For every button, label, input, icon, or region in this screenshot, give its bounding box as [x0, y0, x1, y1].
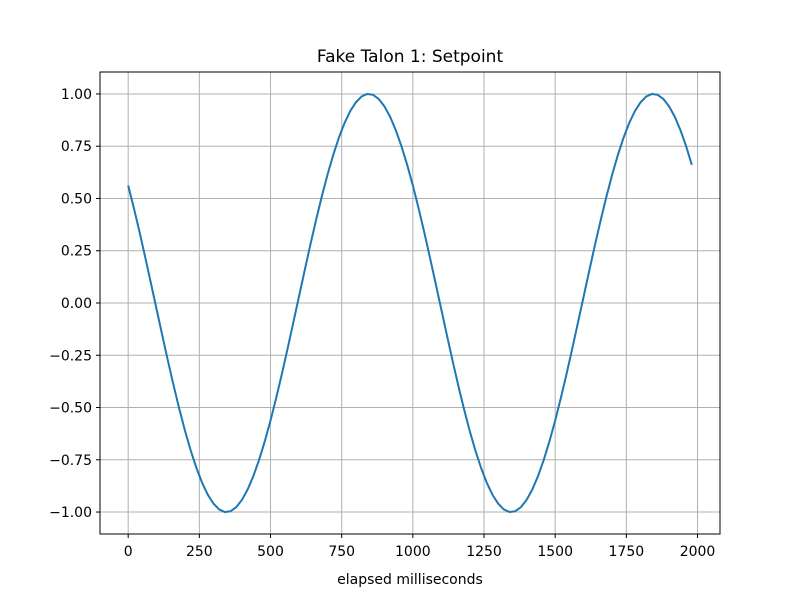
x-tick-label: 1000 [395, 544, 431, 560]
y-tick-label: −0.50 [49, 401, 92, 417]
y-tick-label: 0.25 [61, 244, 92, 260]
y-tick-label: −1.00 [49, 505, 92, 521]
y-tick-label: 0.75 [61, 139, 92, 155]
x-tick-label: 750 [328, 544, 355, 560]
y-tick-label: −0.75 [49, 453, 92, 469]
data-line [127, 92, 693, 514]
y-tick-label: 1.00 [61, 87, 92, 103]
chart-title: Fake Talon 1: Setpoint [317, 47, 504, 67]
plot-frame [99, 71, 721, 535]
x-tick-label: 250 [186, 544, 213, 560]
y-tick-label: 0.50 [61, 191, 92, 207]
x-tick-label: 2000 [680, 544, 716, 560]
x-tick-label: 1500 [537, 544, 573, 560]
x-tick-label: 500 [257, 544, 284, 560]
x-tick-label: 0 [124, 544, 133, 560]
x-axis-label: elapsed milliseconds [337, 572, 483, 588]
y-tick-label: 0.00 [61, 296, 92, 312]
y-tick-label: −0.25 [49, 348, 92, 364]
x-tick-label: 1750 [609, 544, 645, 560]
x-tick-label: 1250 [466, 544, 502, 560]
